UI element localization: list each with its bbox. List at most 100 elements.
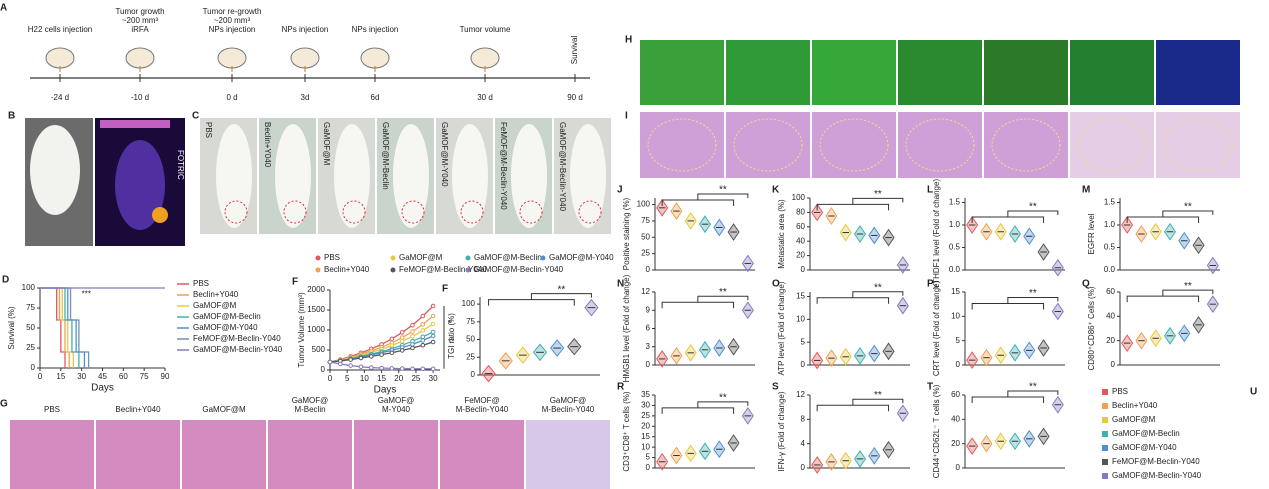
legend-label: FeMOF@M-Beclin-Y040 [399, 265, 487, 274]
legend-label: GaMOF@M-Beclin [193, 312, 261, 321]
panel-label: H [625, 35, 632, 46]
point [420, 328, 426, 333]
y-tick-label: 75 [641, 216, 650, 225]
panel-label: L [927, 185, 933, 196]
panel-label: I [625, 111, 628, 122]
tumor-region [1077, 118, 1147, 172]
mouse-icon [470, 47, 500, 69]
y-axis-label: TGI ratio (%) [447, 313, 456, 359]
y-tick-label: 0 [801, 463, 806, 472]
series-line [40, 287, 66, 368]
y-tick-label: 0 [321, 365, 326, 374]
panel-label: U [1250, 387, 1257, 398]
group-label: FeMOF@ [464, 396, 499, 405]
y-axis-label: Positive staining (%) [622, 197, 631, 270]
mouse [30, 125, 80, 215]
y-tick-label: 40 [796, 236, 805, 245]
group-label: M-Y040 [382, 405, 411, 414]
point [410, 366, 415, 372]
x-tick-label: 30 [77, 372, 86, 381]
point [348, 357, 353, 362]
mouse-icon [290, 47, 320, 69]
legend-label: Beclin+Y040 [324, 265, 370, 274]
panel-label: M [1082, 185, 1090, 196]
y-tick-label: 1.0 [1104, 220, 1116, 229]
mouse [570, 124, 606, 228]
point [399, 348, 405, 353]
annotation: ** [1029, 288, 1037, 299]
x-tick-label: 75 [140, 372, 149, 381]
y-tick-label: 30 [641, 401, 650, 410]
tumor-outline [519, 200, 543, 224]
legend-label: Beclin+Y040 [1112, 401, 1158, 410]
x-tick-label: 25 [411, 374, 420, 383]
bracket [816, 398, 904, 412]
y-tick-label: 25 [466, 352, 475, 361]
fluorescence-image [1070, 40, 1154, 105]
he-image [984, 112, 1068, 178]
histology [268, 420, 352, 489]
point [327, 359, 333, 365]
y-tick-label: 12 [641, 287, 650, 296]
point [399, 366, 405, 371]
y-axis-label: CD80⁺CD86⁺ Cells (%) [1087, 286, 1096, 370]
bracket [661, 295, 749, 309]
y-tick-label: 0 [801, 265, 806, 274]
bracket [1126, 210, 1214, 223]
x-tick-label: 0 [328, 374, 333, 383]
legend-label: GaMOF@M-Beclin-Y040 [474, 265, 564, 274]
panel-label: C [192, 111, 199, 122]
point [430, 339, 436, 345]
tumor-outline [578, 200, 602, 224]
legend-label: GaMOF@M [1112, 415, 1156, 424]
fluorescence-image [726, 40, 810, 105]
legend-swatch [465, 255, 471, 261]
he-image [1070, 112, 1154, 178]
point [420, 342, 426, 348]
y-axis-label: IFN-γ (Fold of change) [777, 391, 786, 471]
point [358, 355, 364, 361]
event-label: Tumor re-growth [203, 7, 262, 16]
mouse [452, 124, 488, 228]
x-tick-label: 30 [429, 374, 438, 383]
y-axis-label: EGFR level [1087, 213, 1096, 254]
panel-label: S [772, 382, 779, 393]
fluorescence-image [1156, 40, 1240, 105]
y-tick-label: 15 [796, 292, 805, 301]
group-label: PBS [204, 122, 213, 138]
event-label: iRFA [131, 25, 149, 34]
annotation: ** [1029, 382, 1037, 393]
point [368, 365, 374, 370]
y-tick-label: 60 [1106, 287, 1115, 296]
fluorescence-image [984, 40, 1068, 105]
panel-label: F [292, 277, 298, 288]
group-label: Beclin+Y040 [115, 405, 161, 414]
legend-swatch [1102, 431, 1108, 437]
group-label: GaMOF@M-Y040 [440, 122, 449, 187]
event-label: NPs injection [209, 25, 256, 34]
y-tick-label: 2000 [307, 285, 325, 294]
hot-spot [152, 207, 168, 223]
point [410, 342, 415, 347]
legend-label: PBS [1112, 387, 1128, 396]
y-tick-label: 20 [951, 439, 960, 448]
y-tick-label: 0 [1111, 360, 1116, 369]
annotation: ** [719, 392, 727, 403]
group-label: Beclin+Y040 [263, 122, 272, 168]
bracket [661, 193, 749, 206]
panel-label: K [772, 185, 780, 196]
event-label: NPs injection [352, 25, 399, 34]
y-tick-label: 60 [796, 222, 805, 231]
y-tick-label: 50 [26, 323, 35, 332]
bracket [816, 291, 904, 304]
legend-label: GaMOF@M-Beclin-Y040 [193, 345, 283, 354]
bracket [971, 390, 1059, 403]
y-tick-label: 15 [641, 432, 650, 441]
fluorescence-image [640, 40, 724, 105]
y-tick-label: 0 [646, 463, 651, 472]
tumor-region [647, 118, 717, 172]
point [399, 330, 405, 335]
legend-label: GaMOF@M-Y040 [1112, 443, 1177, 452]
y-tick-label: 0 [31, 363, 36, 372]
y-tick-label: 100 [22, 283, 36, 292]
